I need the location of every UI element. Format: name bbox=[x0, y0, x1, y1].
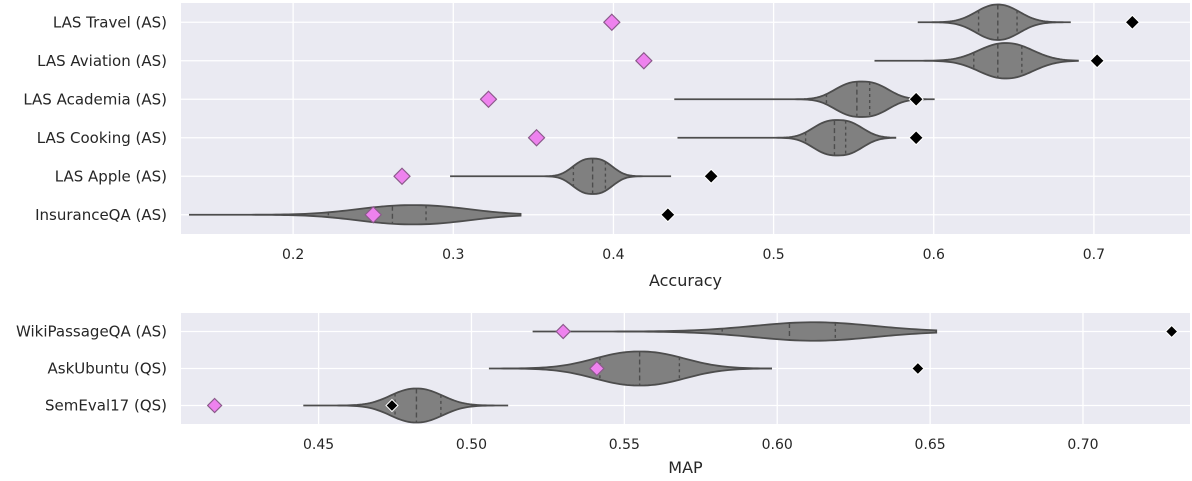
black-diamond-marker bbox=[908, 130, 924, 146]
violin-las-academia-as bbox=[674, 80, 935, 118]
black-diamond-marker bbox=[911, 361, 925, 376]
x-tick-label: 0.65 bbox=[915, 437, 946, 453]
violin-las-aviation-as bbox=[874, 42, 1079, 80]
x-tick-label: 0.6 bbox=[923, 247, 945, 263]
pink-diamond-marker bbox=[555, 323, 572, 340]
x-axis-title: MAP bbox=[668, 458, 703, 477]
x-tick-label: 0.4 bbox=[602, 247, 624, 263]
category-label: AskUbuntu (QS) bbox=[48, 360, 167, 378]
category-label: WikiPassageQA (AS) bbox=[16, 323, 167, 341]
category-label: InsuranceQA (AS) bbox=[35, 206, 167, 224]
black-diamond-marker bbox=[908, 91, 924, 107]
pink-diamond-marker bbox=[364, 205, 383, 224]
violin-askubuntu-qs bbox=[488, 350, 773, 387]
x-tick-label: 0.45 bbox=[303, 437, 334, 453]
pink-diamond-marker bbox=[588, 360, 605, 377]
x-tick-label: 0.5 bbox=[762, 247, 784, 263]
category-label: LAS Cooking (AS) bbox=[37, 129, 167, 147]
pink-diamond-marker bbox=[479, 90, 498, 109]
pink-diamond-marker bbox=[393, 167, 411, 186]
x-axis-title: Accuracy bbox=[649, 271, 722, 290]
pink-diamond-marker bbox=[635, 51, 653, 70]
x-tick-label: 0.55 bbox=[609, 437, 640, 453]
x-tick-label: 0.60 bbox=[762, 437, 793, 453]
x-tick-label: 0.50 bbox=[456, 437, 487, 453]
black-diamond-marker bbox=[660, 207, 676, 223]
black-diamond-marker bbox=[703, 168, 719, 184]
black-diamond-marker bbox=[385, 398, 399, 413]
pink-diamond-marker bbox=[206, 397, 223, 414]
map-violin-panel: WikiPassageQA (AS) AskUbuntu (QS) SemEval1… bbox=[16, 313, 1190, 477]
x-tick-label: 0.3 bbox=[442, 247, 464, 263]
black-diamond-marker bbox=[1089, 53, 1105, 69]
x-tick-label: 0.70 bbox=[1067, 437, 1098, 453]
pink-diamond-marker bbox=[602, 13, 621, 32]
accuracy-violin-panel: LAS Travel (AS) LAS Aviation (AS) LAS Acad… bbox=[23, 3, 1190, 290]
x-tick-label: 0.2 bbox=[282, 247, 304, 263]
category-label: LAS Academia (AS) bbox=[23, 90, 167, 108]
x-tick-label: 0.7 bbox=[1083, 247, 1105, 263]
violin-insuranceqa-as bbox=[189, 204, 522, 226]
plot-background bbox=[181, 3, 1190, 234]
pink-diamond-marker bbox=[527, 128, 546, 147]
category-label: LAS Travel (AS) bbox=[53, 13, 167, 31]
violin-las-travel-as bbox=[917, 3, 1071, 41]
violin-las-apple-as bbox=[450, 157, 672, 195]
category-label: SemEval17 (QS) bbox=[45, 397, 167, 415]
category-label: LAS Apple (AS) bbox=[55, 167, 167, 185]
violin-las-cooking-as bbox=[677, 119, 897, 157]
violin-semeval17-qs bbox=[303, 387, 509, 424]
black-diamond-marker bbox=[1164, 324, 1179, 339]
category-label: LAS Aviation (AS) bbox=[37, 52, 167, 70]
black-diamond-marker bbox=[1124, 14, 1141, 30]
